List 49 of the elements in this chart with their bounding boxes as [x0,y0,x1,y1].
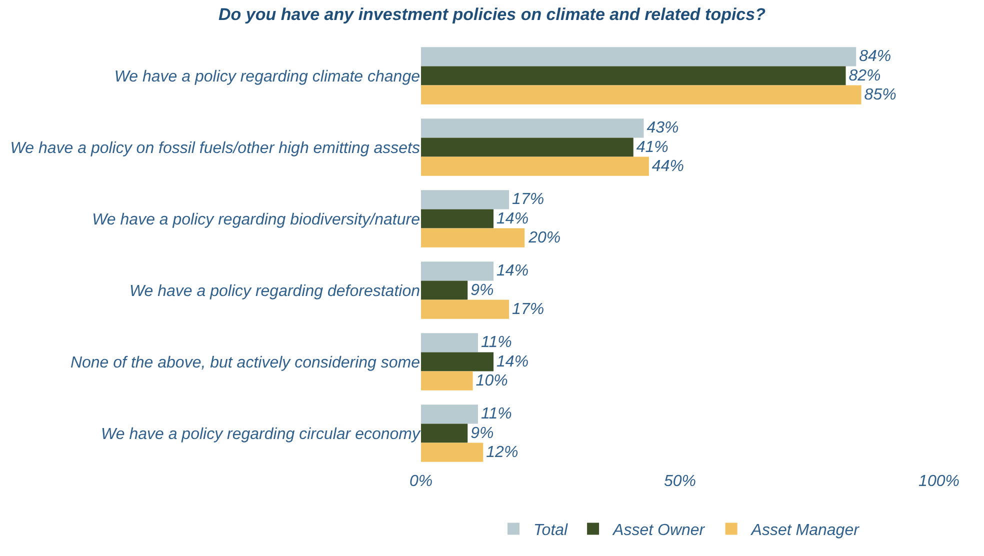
bar [421,190,510,210]
y-tick-label: We have a policy regarding deforestation [129,282,420,300]
data-label: 43% [646,120,679,137]
data-label: 44% [652,158,684,175]
data-label: 12% [486,444,518,461]
data-label: 14% [496,210,529,228]
y-tick-label: We have a policy regarding climate change [114,68,420,86]
data-label: 85% [864,86,896,104]
data-label: 14% [496,262,529,280]
data-label: 11% [480,406,512,423]
bar [421,262,494,281]
bar [421,333,478,352]
data-label: 11% [480,334,512,352]
x-tick-label: 50% [664,473,696,490]
y-tick-label: None of the above, but actively considering some [70,354,420,372]
bar [421,371,473,390]
bar [421,66,846,86]
y-tick-label: We have a policy on fossil fuels/other high emitting assets [10,140,420,157]
bar [421,47,856,66]
bar [421,228,525,248]
y-tick-label: We have a policy regarding circular economy [101,426,421,443]
bar [421,138,634,157]
data-label: 20% [528,229,561,246]
bar [421,300,510,319]
legend-label: Asset Manager [750,522,860,540]
bar [421,424,468,443]
data-label: 82% [848,67,881,84]
bar [421,209,494,228]
data-label: 84% [859,48,892,66]
data-label: 14% [496,353,529,370]
bar [421,280,468,300]
bar [421,85,862,104]
data-label: 9% [470,424,494,442]
x-tick-label: 0% [409,473,433,490]
data-label: 17% [512,191,544,208]
data-label: 41% [636,138,668,156]
y-tick-label: We have a policy regarding biodiversity/nature [92,211,420,228]
bar [421,442,484,462]
bar [421,156,649,176]
x-tick-label: 100% [918,473,960,490]
bar [421,118,644,138]
data-label: 9% [470,282,494,299]
data-label: 10% [476,372,508,390]
bar [421,352,494,372]
data-label: 17% [512,300,544,318]
legend-label: Total [534,522,568,540]
bar [421,404,478,424]
chart-title: Do you have any investment policies on climate and related topics? [218,5,766,24]
legend-label: Asset Owner [612,522,706,540]
